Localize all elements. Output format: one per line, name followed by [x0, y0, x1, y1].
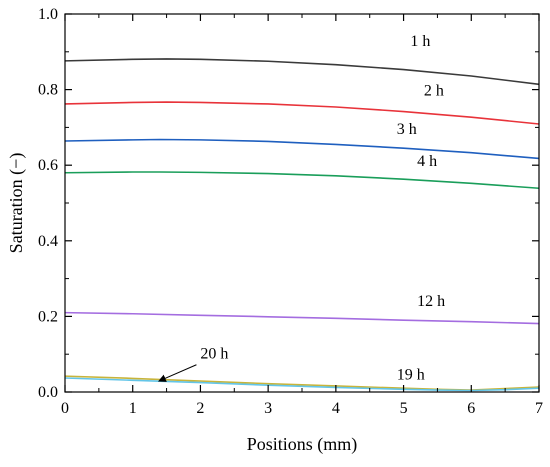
x-tick-label: 2: [196, 400, 204, 417]
y-tick-label: 0.6: [38, 157, 58, 174]
x-tick-label: 4: [332, 400, 340, 417]
axes-layer: 0 1 2 3 4 5 6 7 0.0 0.2 0.4 0.6 0.8 1.0: [38, 6, 543, 417]
series-label-4h: 4 h: [417, 153, 437, 170]
x-tick-label: 5: [400, 400, 408, 417]
series-line-12h: [64, 311, 540, 325]
series-label-3h: 3 h: [397, 121, 417, 138]
series-line-1h: [64, 58, 540, 86]
x-tick-label: 6: [467, 400, 475, 417]
series-label-19h: 19 h: [397, 367, 425, 384]
plot-frame: [64, 13, 540, 393]
series-label-12h: 12 h: [417, 293, 445, 310]
x-tick-label: 0: [61, 400, 69, 417]
y-tick-label: 0.0: [38, 384, 58, 401]
series-label-2h: 2 h: [424, 82, 444, 99]
y-tick-label: 0.8: [38, 82, 58, 99]
annotation-layer: 1 h 2 h 3 h4 h 12 h 19 h 20 h: [157, 33, 445, 384]
series-line-2h: [64, 101, 540, 125]
series-label-1h: 1 h: [410, 33, 430, 50]
series-line-3h: [64, 138, 540, 160]
series-line-4h: [64, 171, 540, 190]
x-tick-label: 3: [264, 400, 272, 417]
y-tick-label: 0.4: [38, 233, 58, 250]
x-axis-title: Positions (mm): [247, 434, 358, 455]
series-layer: [64, 58, 540, 392]
y-axis-title: Saturation (−): [6, 153, 27, 254]
x-tick-label: 1: [129, 400, 137, 417]
x-tick-label: 7: [535, 400, 543, 417]
series-label-20h: 20 h: [200, 346, 228, 363]
y-tick-label: 0.2: [38, 308, 58, 325]
annotation-arrow-20h: [157, 364, 197, 382]
y-tick-label: 1.0: [38, 6, 58, 23]
